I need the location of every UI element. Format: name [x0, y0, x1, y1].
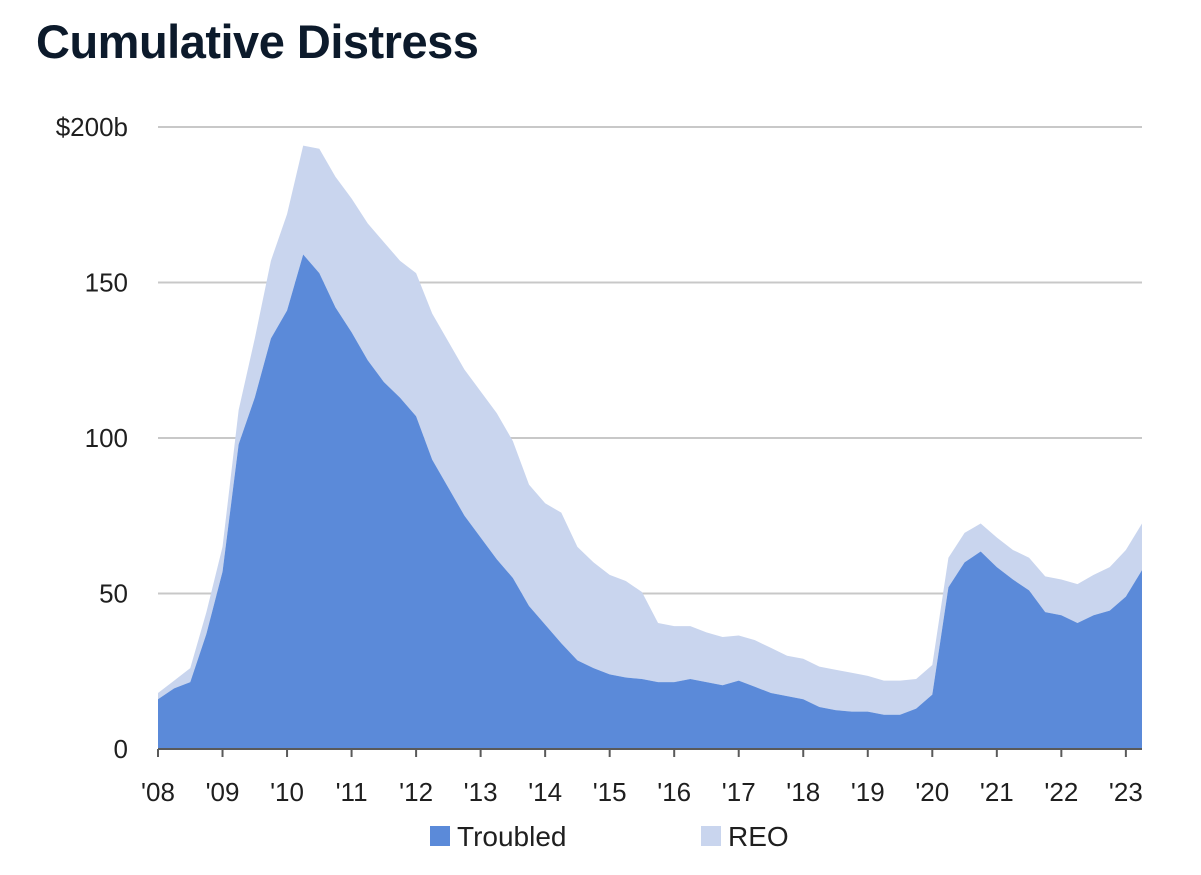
chart-title: Cumulative Distress [36, 15, 479, 68]
x-tick-label: '18 [786, 777, 820, 807]
x-tick-label: '15 [593, 777, 627, 807]
y-tick-label: 100 [85, 423, 128, 453]
x-tick-label: '22 [1044, 777, 1078, 807]
x-tick-label: '12 [399, 777, 433, 807]
y-tick-label: 50 [99, 579, 128, 609]
x-tick-label: '08 [141, 777, 175, 807]
x-tick-label: '09 [206, 777, 240, 807]
y-tick-label: 0 [114, 734, 128, 764]
legend-swatch-reo [701, 826, 721, 846]
series-area-reo [158, 145, 1142, 715]
legend-label-reo: REO [728, 821, 789, 852]
x-tick-label: '10 [270, 777, 304, 807]
x-tick-label: '19 [851, 777, 885, 807]
x-tick-label: '20 [915, 777, 949, 807]
legend-label-troubled: Troubled [457, 821, 566, 852]
legend: Troubled REO [430, 821, 789, 852]
x-tick-label: '21 [980, 777, 1014, 807]
x-tick-label: '11 [336, 777, 368, 807]
plot-area [158, 145, 1142, 749]
x-tick-label: '16 [657, 777, 691, 807]
axes: 0 50 100 150 $200b '08 '09 '10 '11 '12 '13 '14 '15 '1… [56, 112, 1143, 807]
series-area-troubled [158, 254, 1142, 749]
y-tick-label: $200b [56, 112, 128, 142]
y-tick-label: 150 [85, 268, 128, 298]
x-tick-label: '14 [528, 777, 562, 807]
x-tick-label: '13 [464, 777, 498, 807]
x-tick-label: '23 [1109, 777, 1143, 807]
x-tick-label: '17 [722, 777, 756, 807]
legend-swatch-troubled [430, 826, 450, 846]
